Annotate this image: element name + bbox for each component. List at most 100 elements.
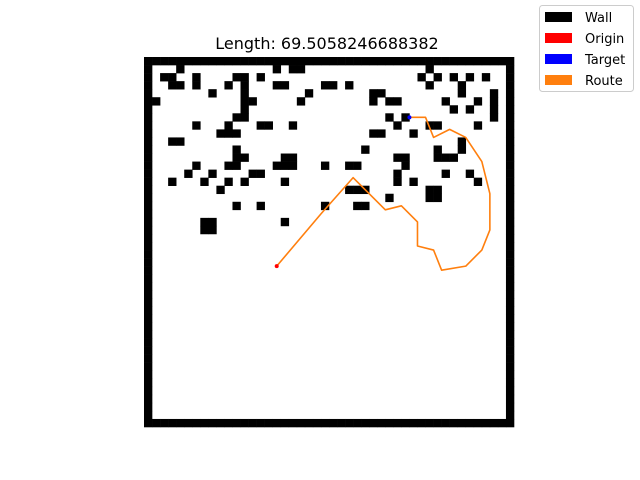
wall-cell: [280, 161, 290, 170]
wall-cell: [393, 177, 402, 186]
wall-cell: [505, 274, 515, 283]
wall-cell: [144, 410, 153, 420]
wall-cell: [505, 418, 515, 428]
wall-cell: [505, 209, 515, 219]
wall-cell: [385, 57, 394, 66]
wall-cell: [449, 73, 458, 82]
wall-cell: [144, 193, 153, 203]
wall-cell: [200, 217, 209, 227]
wall-cell: [144, 57, 153, 66]
wall-cell: [144, 354, 153, 363]
wall-cell: [409, 177, 418, 186]
wall-cell: [465, 73, 475, 82]
wall-cell: [176, 65, 185, 74]
wall-cell: [272, 57, 282, 66]
grid-background: [144, 57, 514, 427]
wall-cell: [296, 57, 306, 66]
wall-cell: [433, 418, 442, 428]
wall-cell: [208, 418, 217, 428]
wall-cell: [489, 418, 499, 428]
wall-cell: [345, 185, 354, 195]
wall-cell: [216, 129, 225, 138]
wall-cell: [240, 113, 249, 122]
wall-cell: [272, 81, 282, 90]
wall-cell: [489, 97, 499, 106]
wall-cell: [160, 418, 169, 428]
wall-cell: [272, 418, 282, 428]
wall-cell: [144, 274, 153, 283]
wall-cell: [144, 378, 153, 388]
wall-cell: [168, 81, 177, 90]
wall-cell: [465, 418, 475, 428]
route-line: [276, 116, 491, 271]
wall-cell: [144, 161, 153, 170]
wall-cell: [144, 169, 153, 178]
wall-cell: [240, 57, 249, 66]
wall-cell: [144, 266, 153, 275]
wall-cell: [248, 169, 257, 178]
wall-cell: [393, 418, 402, 428]
wall-cell: [200, 418, 209, 428]
legend-label-target: Target: [584, 53, 625, 68]
wall-cell: [433, 73, 442, 82]
wall-cell: [320, 81, 330, 90]
wall-cell: [240, 105, 249, 114]
wall-cell: [160, 73, 169, 82]
wall-cell: [377, 89, 386, 98]
target-marker: [407, 115, 412, 120]
wall-cell: [361, 418, 370, 428]
wall-cell: [505, 129, 515, 138]
wall-cell: [393, 169, 402, 178]
wall-cell: [425, 418, 434, 428]
wall-cell: [232, 73, 241, 82]
wall-cell: [304, 57, 314, 66]
wall-cell: [505, 354, 515, 363]
wall-cell: [288, 418, 298, 428]
wall-cell: [441, 97, 450, 106]
wall-cell: [144, 370, 153, 380]
wall-cell: [192, 81, 201, 90]
wall-cell: [457, 89, 467, 98]
wall-cell: [393, 121, 402, 130]
wall-cell: [409, 129, 418, 138]
wall-cell: [208, 225, 217, 235]
wall-cell: [216, 185, 225, 195]
wall-cell: [264, 57, 273, 66]
wall-cell: [505, 258, 515, 267]
wall-cell: [240, 97, 249, 106]
wall-cell: [144, 258, 153, 267]
wall-cell: [232, 161, 241, 170]
wall-cell: [425, 81, 434, 90]
wall-cell: [144, 137, 153, 146]
wall-cell: [505, 233, 515, 243]
wall-cell: [240, 73, 249, 82]
wall-cell: [417, 57, 426, 66]
wall-cell: [505, 113, 515, 122]
wall-cell: [208, 57, 217, 66]
wall-cell: [457, 81, 467, 90]
wall-cell: [184, 57, 193, 66]
wall-cell: [320, 57, 330, 66]
wall-cell: [505, 370, 515, 380]
wall-cell: [505, 137, 515, 146]
wall-cell: [505, 89, 515, 98]
wall-cell: [144, 177, 153, 186]
wall-cell: [433, 121, 442, 130]
wall-cell: [473, 97, 483, 106]
legend-swatch-target: [545, 54, 572, 64]
wall-cell: [280, 81, 290, 90]
wall-cell: [256, 57, 265, 66]
wall-cell: [232, 418, 241, 428]
wall-cell: [224, 81, 233, 90]
wall-cell: [224, 121, 233, 130]
wall-cell: [473, 177, 483, 186]
wall-cell: [296, 418, 306, 428]
wall-cell: [144, 89, 153, 98]
legend: Wall Origin Target Route: [539, 5, 634, 92]
wall-cell: [425, 193, 434, 203]
wall-cell: [505, 161, 515, 170]
wall-cell: [489, 113, 499, 122]
wall-cell: [505, 97, 515, 106]
wall-cell: [393, 57, 402, 66]
wall-cell: [144, 113, 153, 122]
